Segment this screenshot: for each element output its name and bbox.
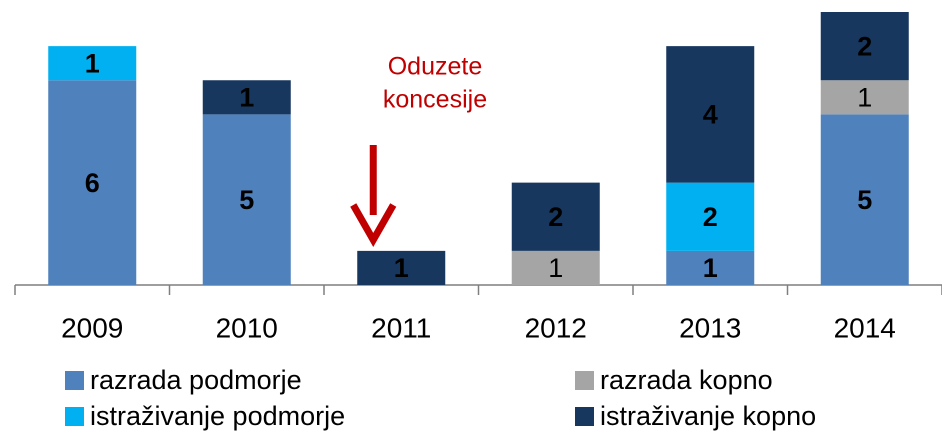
legend-swatch (65, 371, 84, 390)
x-tick-label: 2009 (61, 312, 123, 343)
value-label: 1 (857, 82, 872, 112)
value-label: 5 (857, 185, 872, 215)
value-label: 1 (703, 253, 718, 283)
x-tick-label: 2011 (371, 312, 431, 343)
value-label: 2 (703, 202, 718, 232)
bar-segment (48, 80, 137, 285)
legend-swatch (65, 407, 84, 426)
bar-segment (666, 182, 755, 251)
value-label: 1 (239, 82, 254, 112)
legend-label: istraživanje kopno (600, 401, 816, 431)
bar-segment (511, 182, 600, 251)
annotation-arrowhead (350, 203, 397, 248)
value-label: 1 (548, 253, 563, 283)
bar-segment (820, 114, 909, 285)
bar-segment (202, 80, 291, 115)
legend-swatch (575, 407, 594, 426)
bar-segment (357, 250, 446, 285)
x-tick-label: 2014 (834, 312, 896, 343)
bar-segment (820, 80, 909, 115)
legend-label: razrada kopno (600, 365, 773, 395)
value-label: 1 (394, 253, 409, 283)
legend-label: istraživanje podmorje (90, 401, 345, 431)
x-tick-label: 2012 (525, 312, 587, 343)
value-label: 1 (85, 48, 100, 78)
value-label: 2 (857, 31, 872, 61)
value-label: 5 (239, 185, 254, 215)
bar-segment (202, 114, 291, 285)
bar-segment (666, 250, 755, 285)
annotation: Oduzete (388, 53, 483, 81)
bar-segment (820, 12, 909, 81)
bar-segment (666, 46, 755, 183)
x-tick-label: 2010 (216, 312, 278, 343)
value-label: 4 (703, 100, 718, 130)
bar-segment (48, 46, 137, 81)
bar-segment (511, 250, 600, 285)
legend-swatch (575, 371, 594, 390)
value-label: 2 (548, 202, 563, 232)
annotation: koncesije (383, 86, 487, 114)
x-tick-label: 2013 (679, 312, 741, 343)
legend-label: razrada podmorje (90, 365, 302, 395)
value-label: 6 (85, 168, 100, 198)
